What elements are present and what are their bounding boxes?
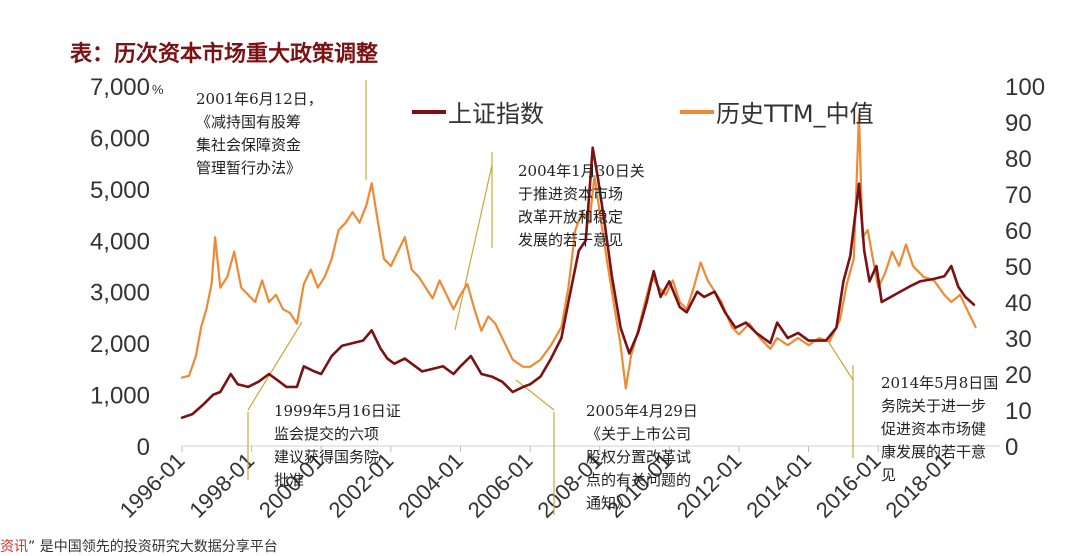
- source-text: ” 是中国领先的投资研究大数据分享平台: [28, 539, 278, 555]
- y-right-tick-label: 100: [1005, 74, 1045, 101]
- annotation-text: 股权分置改革试: [586, 448, 691, 466]
- y-left-tick-label: 5,000: [90, 177, 150, 204]
- y-left-unit: %: [152, 82, 164, 97]
- annotation-text: 改革开放和稳定: [518, 208, 623, 226]
- annotation-leader: [247, 321, 303, 411]
- y-right-tick-label: 90: [1005, 110, 1032, 137]
- annotation-text: 2001年6月12日，: [196, 90, 323, 108]
- source-brand: 资讯: [0, 539, 28, 555]
- y-right-tick-label: 0: [1005, 434, 1018, 461]
- legend-label: 上证指数: [448, 100, 544, 128]
- x-tick-label: 2016-01: [811, 448, 886, 523]
- y-left-tick-label: 3,000: [90, 280, 150, 307]
- annotation-text: 监会提交的六项: [274, 425, 379, 443]
- annotation-text: 见: [881, 466, 896, 484]
- chart-title: 表：历次资本市场重大政策调整: [70, 42, 379, 67]
- y-right-tick-label: 80: [1005, 146, 1032, 173]
- source-footer: 资讯” 是中国领先的投资研究大数据分享平台: [0, 536, 278, 556]
- annotation-text: 促进资本市场健: [881, 420, 986, 438]
- annotation-text: 2005年4月29日: [586, 402, 698, 420]
- y-left-tick-label: 7,000: [90, 74, 150, 101]
- annotation-leader: [454, 164, 493, 331]
- annotation-text: 批准: [274, 471, 304, 489]
- series-line-shanghai-index: [180, 146, 976, 419]
- legend-label: 历史TTM_中值: [716, 100, 874, 128]
- y-left-tick-label: 1,000: [90, 383, 150, 410]
- annotation-text: 于推进资本市场: [518, 185, 623, 203]
- annotation-leader: [515, 379, 555, 411]
- annotation-text: 集社会保障资金: [196, 136, 301, 154]
- y-left-tick-label: 6,000: [90, 125, 150, 152]
- y-right-tick-label: 40: [1005, 290, 1032, 317]
- x-tick-label: 2004-01: [393, 448, 468, 523]
- annotation-text: 《关于上市公司: [586, 425, 691, 443]
- series-line-ttm-median: [180, 113, 977, 390]
- annotation-text: 建议获得国务院: [274, 448, 379, 466]
- y-left-tick-label: 0: [137, 434, 150, 461]
- annotation-text: 点的有关问题的: [586, 471, 691, 489]
- y-left-tick-label: 2,000: [90, 331, 150, 358]
- annotation-text: 康发展的若干意: [881, 443, 986, 461]
- x-tick-label: 2014-01: [741, 448, 816, 523]
- x-tick-label: 2006-01: [463, 448, 538, 523]
- annotation-text: 《减持国有股筹: [196, 113, 301, 131]
- y-right-tick-label: 10: [1005, 398, 1032, 425]
- annotation-leader: [825, 337, 854, 381]
- annotation-text: 务院关于进一步: [881, 397, 986, 415]
- annotation-text: 发展的若干意见: [518, 231, 623, 249]
- y-right-tick-label: 30: [1005, 326, 1032, 353]
- y-right-tick-label: 50: [1005, 254, 1032, 281]
- x-tick-label: 1996-01: [115, 448, 190, 523]
- y-right-tick-label: 70: [1005, 182, 1032, 209]
- annotation-text: 通知》: [586, 494, 631, 512]
- annotation-text: 2014年5月8日国: [881, 374, 998, 392]
- y-right-tick-label: 60: [1005, 218, 1032, 245]
- annotation-text: 2004年1月30日关: [518, 162, 645, 180]
- y-right-tick-label: 20: [1005, 362, 1032, 389]
- y-left-tick-label: 4,000: [90, 228, 150, 255]
- annotation-text: 1999年5月16日证: [274, 402, 401, 420]
- annotation-text: 管理暂行办法》: [196, 159, 301, 177]
